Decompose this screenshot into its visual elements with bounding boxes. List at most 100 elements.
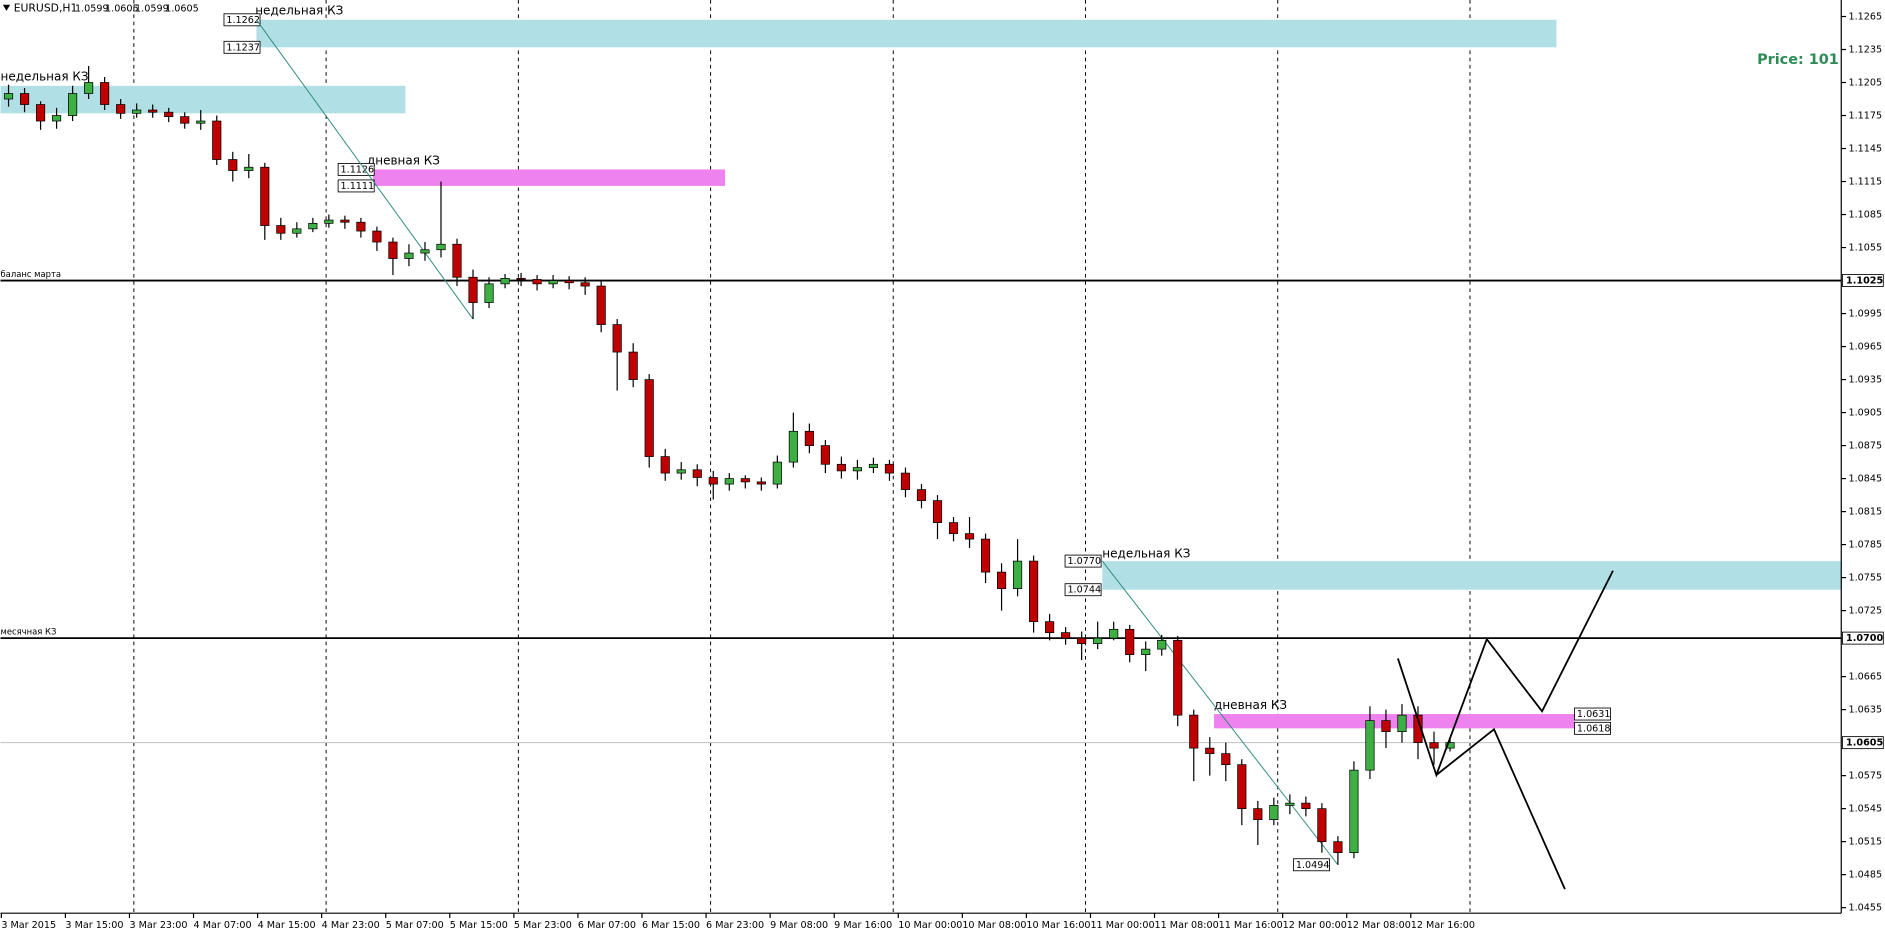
candle-body bbox=[148, 109, 158, 113]
zone-label: дневная КЗ bbox=[367, 154, 440, 168]
candle-body bbox=[548, 280, 558, 285]
trendline bbox=[1101, 560, 1339, 866]
level-tag-box bbox=[1842, 274, 1884, 287]
y-tick-label: 1.0515 bbox=[1848, 837, 1882, 848]
last-bar-value: 1.0605 bbox=[105, 3, 139, 14]
y-tick-label: 1.0755 bbox=[1848, 573, 1882, 584]
candle-body bbox=[580, 282, 590, 287]
x-tick-label: 10 Mar 08:00 bbox=[962, 920, 1026, 931]
y-tick-label: 1.0845 bbox=[1848, 474, 1882, 485]
candle-body bbox=[356, 221, 366, 232]
x-tick-label: 4 Mar 07:00 bbox=[194, 920, 252, 931]
candle-body bbox=[52, 115, 62, 122]
price-tag: 1.1237 bbox=[226, 42, 260, 53]
trendline bbox=[256, 19, 474, 320]
candle-body bbox=[1253, 808, 1263, 821]
bid-tag-box bbox=[1842, 736, 1884, 750]
candle-body bbox=[1013, 560, 1023, 589]
x-tick-label: 12 Mar 08:00 bbox=[1347, 920, 1411, 931]
y-tick-label: 1.1115 bbox=[1848, 177, 1882, 188]
candle-body bbox=[516, 277, 526, 280]
horizontal-lines: баланс марта 1.1025 месячная КЗ 1.0700 1.060… bbox=[0, 269, 1884, 750]
last-bar-value: 1.0605 bbox=[165, 3, 199, 14]
zone bbox=[372, 169, 726, 186]
candle-body bbox=[1445, 742, 1455, 749]
x-tick-label: 3 Mar 2015 bbox=[1, 920, 56, 931]
level-name: месячная КЗ bbox=[0, 627, 56, 637]
price-tag: 1.0494 bbox=[1296, 860, 1330, 871]
candle-body bbox=[660, 456, 670, 474]
candle-body bbox=[772, 461, 782, 485]
x-tick-label: 6 Mar 23:00 bbox=[706, 920, 764, 931]
candle-body bbox=[180, 116, 190, 124]
candle-body bbox=[628, 351, 638, 380]
candle-body bbox=[1061, 632, 1071, 639]
indicator-label: Price: 101 bbox=[1757, 52, 1839, 68]
candle-body bbox=[1221, 753, 1231, 766]
candle-body bbox=[820, 445, 830, 465]
candle-body bbox=[132, 109, 142, 114]
candle-body bbox=[212, 120, 222, 160]
candle-body bbox=[1429, 742, 1439, 749]
y-tick-label: 1.0485 bbox=[1848, 870, 1882, 881]
candle-body bbox=[372, 230, 382, 243]
x-tick-label: 10 Mar 00:00 bbox=[898, 920, 962, 931]
x-tick-label: 4 Mar 23:00 bbox=[322, 920, 380, 931]
candle-body bbox=[68, 93, 78, 116]
y-tick-label: 1.0725 bbox=[1848, 606, 1882, 617]
projection-path bbox=[1397, 570, 1614, 778]
x-tick-label: 3 Mar 15:00 bbox=[65, 920, 123, 931]
candle-body bbox=[676, 469, 686, 474]
day-separators bbox=[133, 0, 1471, 914]
candle-body bbox=[1205, 747, 1215, 755]
candle-body bbox=[164, 111, 174, 117]
price-tag-box bbox=[337, 163, 375, 176]
candle-body bbox=[1125, 628, 1135, 655]
candle-body bbox=[36, 104, 46, 122]
projection-path bbox=[1435, 727, 1566, 890]
last-bar-value: 1.0599 bbox=[75, 3, 109, 14]
y-tick-label: 1.0965 bbox=[1848, 342, 1882, 353]
candle-body bbox=[260, 166, 270, 226]
candle-body bbox=[1397, 714, 1407, 732]
price-tag: 1.1111 bbox=[341, 181, 375, 192]
zone bbox=[256, 19, 1557, 48]
x-tick-label: 11 Mar 00:00 bbox=[1090, 920, 1154, 931]
price-tag-box bbox=[1574, 707, 1611, 721]
candle-body bbox=[1269, 804, 1279, 821]
candle-body bbox=[1381, 720, 1391, 732]
y-tick-label: 1.0785 bbox=[1848, 540, 1882, 551]
candle-body bbox=[1189, 714, 1199, 749]
candle-body bbox=[404, 252, 414, 259]
x-tick-label: 6 Mar 15:00 bbox=[642, 920, 700, 931]
candle-body bbox=[3, 93, 14, 100]
x-tick-label: 9 Mar 08:00 bbox=[770, 920, 828, 931]
price-tag-box bbox=[223, 13, 261, 27]
level-tag-box bbox=[1842, 631, 1884, 645]
symbol-arrow bbox=[2, 4, 11, 11]
zone-label: недельная КЗ bbox=[1102, 546, 1190, 560]
candle-body bbox=[1349, 769, 1359, 854]
bid-tag: 1.0605 bbox=[1846, 738, 1883, 749]
y-tick-label: 1.0545 bbox=[1848, 804, 1882, 815]
candle-body bbox=[1029, 560, 1039, 622]
candle-body bbox=[724, 478, 734, 485]
y-tick-label: 1.1175 bbox=[1848, 111, 1882, 122]
candle-body bbox=[612, 324, 622, 353]
candle-body bbox=[756, 481, 766, 485]
candle-body bbox=[1077, 637, 1087, 644]
candle-body bbox=[692, 469, 702, 478]
candle-body bbox=[900, 472, 911, 490]
symbol-label: EURUSD,H1 bbox=[14, 1, 78, 14]
candle-body bbox=[228, 159, 238, 171]
candle-body bbox=[388, 241, 398, 259]
candle-body bbox=[644, 379, 654, 457]
price-tag: 1.0618 bbox=[1577, 723, 1611, 734]
x-tick-label: 10 Mar 16:00 bbox=[1026, 920, 1090, 931]
candle-body bbox=[964, 533, 975, 540]
zone-label: дневная КЗ bbox=[1214, 698, 1287, 712]
candle-body bbox=[420, 249, 430, 254]
